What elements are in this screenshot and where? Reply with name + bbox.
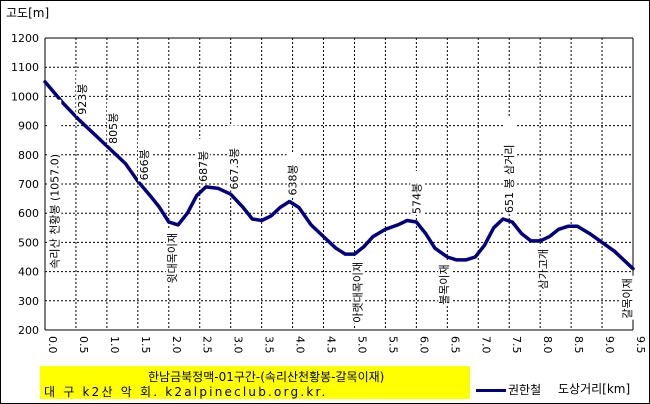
annotation-label: 667.3봉 <box>228 148 241 190</box>
y-tick-labels: 200 300 400 500 600 700 800 900 1000 1100 1200 <box>11 32 39 337</box>
y-tick-label: 900 <box>18 120 39 133</box>
annotation-bg <box>76 71 90 116</box>
series-line <box>43 80 635 271</box>
y-tick-label: 400 <box>18 266 39 279</box>
x-tick-labels: 0.0 0.5 1.0 1.5 2.0 2.5 3.0 3.5 4.0 4.5 5.0 5.5 6.0 6… <box>46 336 647 354</box>
annotation-bg <box>410 170 424 215</box>
series-group <box>43 80 635 271</box>
annotation: 666봉 <box>138 137 152 182</box>
annotation-label: 574봉 <box>410 183 423 214</box>
annotation: 갈목이재 <box>620 275 634 320</box>
x-tick-label: 7.0 <box>479 336 492 354</box>
x-tick-label: 5.5 <box>386 336 399 354</box>
x-tick-label: 0.0 <box>46 336 59 354</box>
annotation-label: 805봉 <box>107 113 120 144</box>
annotation: 651 봉 삼거리 <box>503 117 517 214</box>
chart-title: 한남금북정맥-01구간-(속리산천황봉-갈목이재) <box>148 370 385 384</box>
x-tick-label: 3.0 <box>232 336 245 354</box>
legend-swatch <box>476 389 506 392</box>
x-tick-label: 1.5 <box>139 336 152 354</box>
chart-credit: 대 구 k2산 악 회. k2alpineclub.org.kr. <box>44 385 328 399</box>
y-tick-label: 1000 <box>11 90 39 103</box>
annotation-bg <box>107 100 121 145</box>
annotation: 667.3봉 <box>227 125 241 191</box>
y-tick-label: 1200 <box>11 32 39 45</box>
annotation: 속리산 천황봉 (1057.0) <box>47 99 62 270</box>
annotation-bg <box>621 275 634 320</box>
annotation-bg <box>196 138 210 183</box>
annotation-bg <box>165 229 179 285</box>
annotation: 805봉 <box>107 100 121 145</box>
x-tick-label: 9.5 <box>634 336 647 354</box>
annotation-bg <box>48 99 62 270</box>
annotation: 574봉 <box>410 170 424 215</box>
x-tick-label: 0.5 <box>77 336 90 354</box>
annotation-bg <box>351 258 365 324</box>
x-tick-label: 8.5 <box>572 336 585 354</box>
annotation-label: 687봉 <box>197 151 210 182</box>
annotation-label: 삼가고개 <box>537 249 550 289</box>
annotation-label: 윗대목이재 <box>166 233 179 284</box>
x-axis-label: 도상거리[km] <box>558 382 631 396</box>
x-tick-label: 6.0 <box>417 336 430 354</box>
annotation-bg <box>503 117 517 214</box>
x-tick-label: 2.5 <box>201 336 214 354</box>
x-tick-label: 4.0 <box>294 336 307 354</box>
x-tick-label: 9.0 <box>603 336 616 354</box>
x-tick-label: 1.0 <box>108 336 121 354</box>
y-tick-label: 500 <box>18 236 39 249</box>
annotation-label: 651 봉 삼거리 <box>503 145 516 213</box>
annotation-bg <box>227 125 241 191</box>
annotation: 불목이재 <box>438 261 452 306</box>
x-tick-label: 7.5 <box>510 336 523 354</box>
annotation: 삼가고개 <box>537 246 551 291</box>
grid <box>44 37 634 331</box>
annotation: 아랫대목이재 <box>351 258 365 324</box>
annotation-bg <box>438 261 452 306</box>
annotation-label: 638봉 <box>287 164 300 195</box>
title-box: 한남금북정맥-01구간-(속리산천황봉-갈목이재) 대 구 k2산 악 회. k… <box>40 366 470 399</box>
annotation-label: 갈목이재 <box>620 278 634 318</box>
y-tick-label: 700 <box>18 178 39 191</box>
y-tick-label: 1100 <box>11 61 39 74</box>
y-tick-label: 800 <box>18 149 39 162</box>
annotation-label: 923봉 <box>76 84 89 115</box>
annotation: 638봉 <box>286 152 300 197</box>
annotation-label: 속리산 천황봉 (1057.0) <box>47 154 61 269</box>
x-tick-label: 4.5 <box>325 336 338 354</box>
legend-label: 권한철 <box>508 383 542 397</box>
x-tick-label: 2.0 <box>170 336 183 354</box>
y-axis-label: 고도[m] <box>6 6 50 20</box>
x-tick-label: 5.0 <box>355 336 368 354</box>
y-tick-label: 200 <box>18 324 39 337</box>
annotation: 687봉 <box>196 138 210 183</box>
annotation: 923봉 <box>76 71 90 116</box>
annotation: 윗대목이재 <box>165 229 179 285</box>
annotation-bg <box>138 137 152 182</box>
annotation-label: 666봉 <box>138 149 151 180</box>
x-tick-label: 8.0 <box>541 336 554 354</box>
annotation-bg <box>537 246 551 291</box>
annotation-label: 불목이재 <box>438 264 451 304</box>
y-tick-label: 300 <box>18 295 39 308</box>
y-tick-label: 600 <box>18 207 39 220</box>
annotation-bg <box>286 152 300 197</box>
annotation-label: 아랫대목이재 <box>352 262 365 323</box>
x-tick-label: 6.5 <box>448 336 461 354</box>
x-tick-label: 3.5 <box>263 336 276 354</box>
